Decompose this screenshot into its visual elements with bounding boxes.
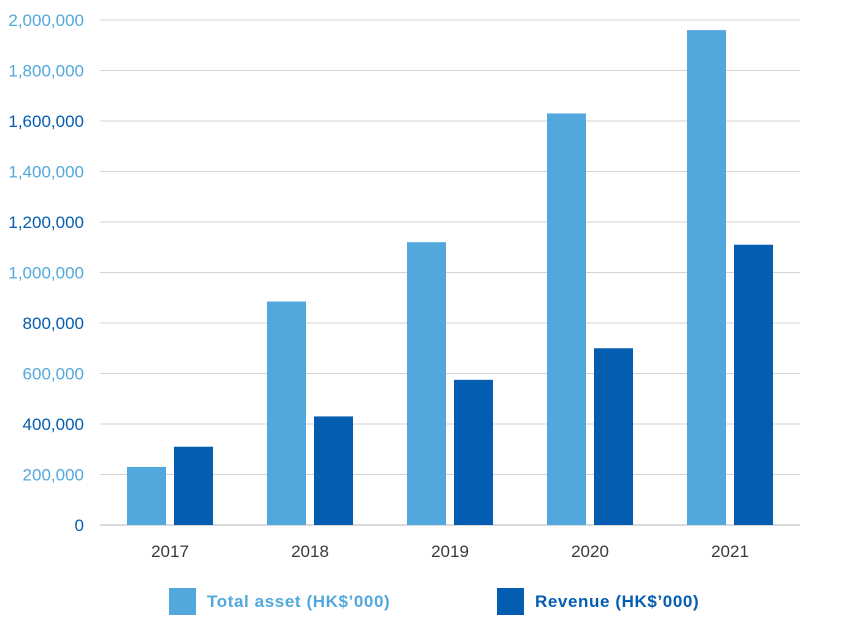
y-tick-label: 1,600,000 — [8, 112, 84, 131]
x-tick-label: 2020 — [571, 542, 609, 561]
legend-swatch-revenue — [497, 588, 524, 615]
y-tick-label: 800,000 — [23, 314, 84, 333]
legend-label-total-asset: Total asset (HK$’000) — [207, 591, 391, 611]
x-tick-label: 2021 — [711, 542, 749, 561]
bar-revenue — [454, 379, 493, 525]
legend: Total asset (HK$’000) Revenue (HK$’000) — [0, 588, 863, 624]
y-tick-label: 400,000 — [23, 415, 84, 434]
y-axis-tick-labels: 0 200,000 400,000 600,000 800,000 1,000,000 1,… — [8, 11, 84, 535]
legend-label-revenue: Revenue (HK$’000) — [535, 591, 700, 611]
x-tick-label: 2019 — [431, 542, 469, 561]
bar-total-asset — [267, 301, 306, 525]
y-tick-label: 2,000,000 — [8, 11, 84, 30]
bar-revenue — [594, 348, 633, 525]
gridlines — [100, 19, 800, 526]
x-tick-label: 2018 — [291, 542, 329, 561]
bar-revenue — [734, 244, 773, 525]
y-tick-label: 1,000,000 — [8, 264, 84, 283]
legend-item-total-asset: Total asset (HK$’000) — [169, 588, 390, 615]
bar-revenue — [174, 446, 213, 525]
x-tick-label: 2017 — [151, 542, 189, 561]
x-axis-tick-labels: 2017 2018 2019 2020 2021 — [151, 542, 749, 561]
bar-series — [127, 30, 773, 526]
y-tick-label: 1,400,000 — [8, 163, 84, 182]
bar-total-asset — [687, 30, 726, 525]
bar-total-asset — [127, 466, 166, 525]
y-tick-label: 1,200,000 — [8, 213, 84, 232]
legend-item-revenue: Revenue (HK$’000) — [497, 588, 699, 615]
y-tick-label: 600,000 — [23, 365, 84, 384]
bar-revenue — [314, 416, 353, 525]
bar-chart: 0 200,000 400,000 600,000 800,000 1,000,000 1,… — [8, 11, 800, 561]
y-tick-label: 0 — [75, 516, 84, 535]
y-tick-label: 1,800,000 — [8, 62, 84, 81]
bar-total-asset — [547, 113, 586, 526]
bar-total-asset — [407, 242, 446, 525]
legend-swatch-total-asset — [169, 588, 196, 615]
y-tick-label: 200,000 — [23, 466, 84, 485]
